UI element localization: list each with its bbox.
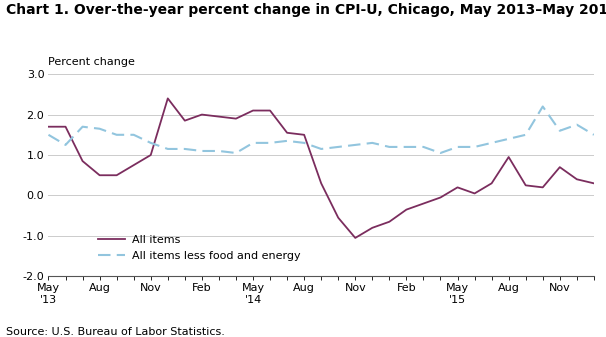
All items	[386, 220, 393, 224]
All items	[318, 181, 325, 185]
All items less food and energy	[113, 133, 120, 137]
All items	[556, 165, 564, 169]
All items less food and energy	[284, 139, 291, 143]
All items	[454, 185, 461, 189]
Text: Chart 1. Over-the-year percent change in CPI-U, Chicago, May 2013–May 2016: Chart 1. Over-the-year percent change in…	[6, 3, 606, 18]
All items	[335, 216, 342, 220]
All items less food and energy	[318, 147, 325, 151]
All items	[96, 173, 103, 177]
All items less food and energy	[522, 133, 530, 137]
All items	[45, 125, 52, 129]
All items	[522, 183, 530, 187]
All items	[62, 125, 69, 129]
All items less food and energy	[420, 145, 427, 149]
All items less food and energy	[403, 145, 410, 149]
Text: Percent change: Percent change	[48, 57, 135, 67]
Line: All items less food and energy: All items less food and energy	[48, 106, 594, 153]
All items	[539, 185, 547, 189]
All items	[198, 113, 205, 117]
All items less food and energy	[590, 133, 598, 137]
All items less food and energy	[147, 141, 155, 145]
All items less food and energy	[250, 141, 257, 145]
Text: Source: U.S. Bureau of Labor Statistics.: Source: U.S. Bureau of Labor Statistics.	[6, 327, 225, 337]
All items less food and energy	[351, 143, 359, 147]
All items	[79, 159, 86, 163]
All items	[471, 191, 478, 195]
All items	[232, 117, 239, 121]
All items	[573, 177, 581, 181]
All items less food and energy	[181, 147, 188, 151]
Line: All items: All items	[48, 98, 594, 238]
All items less food and energy	[232, 151, 239, 155]
All items	[488, 181, 495, 185]
All items less food and energy	[386, 145, 393, 149]
All items less food and energy	[471, 145, 478, 149]
All items less food and energy	[454, 145, 461, 149]
All items	[590, 181, 598, 185]
All items less food and energy	[368, 141, 376, 145]
All items less food and energy	[130, 133, 138, 137]
All items less food and energy	[96, 127, 103, 131]
All items	[164, 96, 171, 100]
All items less food and energy	[62, 143, 69, 147]
All items	[130, 163, 138, 167]
All items	[215, 115, 222, 119]
All items less food and energy	[488, 141, 495, 145]
All items less food and energy	[215, 149, 222, 153]
All items	[505, 155, 512, 159]
All items	[267, 109, 274, 113]
All items less food and energy	[437, 151, 444, 155]
All items	[113, 173, 120, 177]
All items	[437, 195, 444, 200]
Legend: All items, All items less food and energy: All items, All items less food and energ…	[98, 235, 301, 261]
All items less food and energy	[301, 141, 308, 145]
All items	[368, 226, 376, 230]
All items	[301, 133, 308, 137]
All items less food and energy	[79, 125, 86, 129]
All items less food and energy	[267, 141, 274, 145]
All items less food and energy	[539, 104, 547, 109]
All items	[250, 109, 257, 113]
All items less food and energy	[556, 129, 564, 133]
All items less food and energy	[164, 147, 171, 151]
All items less food and energy	[335, 145, 342, 149]
All items	[420, 202, 427, 206]
All items	[403, 208, 410, 212]
All items less food and energy	[198, 149, 205, 153]
All items	[351, 236, 359, 240]
All items	[147, 153, 155, 157]
All items less food and energy	[505, 137, 512, 141]
All items	[284, 131, 291, 135]
All items	[181, 119, 188, 123]
All items less food and energy	[573, 123, 581, 127]
All items less food and energy	[45, 133, 52, 137]
